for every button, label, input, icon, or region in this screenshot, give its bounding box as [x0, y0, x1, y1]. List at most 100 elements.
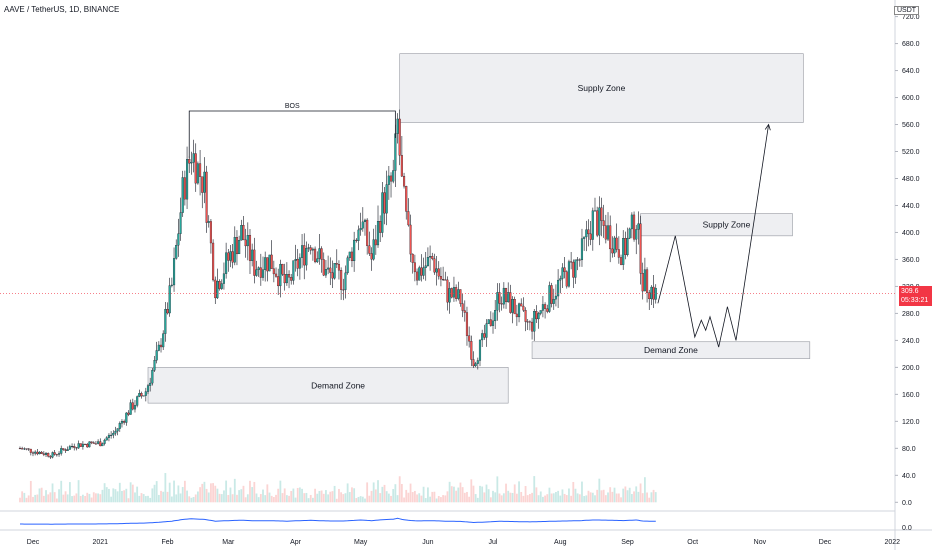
volume-bar — [581, 481, 583, 503]
candle-body — [589, 233, 592, 240]
candle-body — [318, 248, 321, 259]
volume-bar — [264, 495, 267, 503]
volume-bar — [466, 491, 468, 503]
candle-body — [385, 184, 388, 214]
volume-bar — [533, 476, 536, 503]
candle-body — [220, 283, 223, 289]
candle-body — [470, 341, 473, 360]
candle-body — [103, 439, 106, 444]
candle-body — [637, 223, 640, 230]
volume-bar — [275, 494, 277, 503]
candle-body — [112, 432, 115, 436]
volume-bar — [144, 496, 147, 503]
volume-bar — [42, 495, 45, 503]
y-tick-label: 440.0 — [902, 203, 920, 210]
candle-body — [166, 309, 169, 314]
candle-body — [639, 223, 642, 274]
volume-bar — [77, 480, 80, 503]
candle-body — [507, 292, 510, 303]
candle-body — [207, 221, 210, 223]
volume-bar — [413, 490, 416, 503]
candle-body — [192, 153, 195, 163]
y-tick-label: 720.0 — [902, 14, 920, 21]
volume-bar — [73, 495, 76, 503]
candle-body — [424, 265, 427, 268]
volume-bar — [400, 484, 403, 503]
volume-bar — [175, 494, 178, 503]
last-price-tag: 309.6 05:33:21 — [899, 286, 932, 306]
candle-body — [381, 192, 384, 233]
candle-body — [342, 289, 345, 291]
candle-body — [439, 276, 442, 280]
volume-bar — [283, 488, 286, 503]
volume-bar — [489, 497, 492, 503]
candle-body — [402, 176, 406, 187]
volume-bar — [116, 491, 119, 503]
candle-body — [277, 276, 280, 287]
candle-body — [442, 279, 445, 281]
candle-body — [133, 405, 137, 410]
candle-body — [240, 225, 243, 241]
candle-body — [379, 221, 382, 233]
volume-bar — [129, 482, 132, 503]
x-tick-label: Apr — [290, 539, 302, 546]
volume-bar — [138, 495, 141, 503]
volume-bar — [437, 495, 440, 503]
candle-body — [491, 320, 495, 326]
volume-bar — [166, 491, 169, 503]
volume-bar — [290, 490, 293, 503]
candle-body — [21, 448, 24, 450]
y-tick-label: 560.0 — [902, 122, 920, 129]
candle-body — [515, 313, 518, 318]
candle-body — [461, 303, 464, 311]
volume-bar — [381, 486, 384, 503]
volume-bar — [40, 487, 43, 503]
bos-label: BOS — [285, 103, 300, 110]
volume-bar — [314, 488, 316, 503]
candle-body — [340, 270, 343, 290]
candle-body — [489, 319, 492, 326]
volume-bar — [587, 490, 590, 503]
candle-body — [535, 311, 538, 320]
volume-bar — [546, 494, 549, 503]
volume-bar — [463, 492, 466, 503]
supply-zone-label: Supply Zone — [703, 220, 751, 230]
volume-bar — [296, 487, 299, 503]
volume-bar — [53, 492, 56, 503]
volume-bar — [285, 495, 288, 503]
candle-body — [368, 245, 371, 254]
candle-body — [274, 273, 278, 277]
volume-bar — [338, 488, 340, 503]
candle-body — [609, 225, 612, 250]
candle-body — [355, 239, 358, 241]
volume-bar — [427, 487, 429, 503]
volume-bar — [64, 491, 67, 503]
volume-bar — [372, 482, 375, 503]
candle-body — [389, 175, 393, 182]
volume-bar — [151, 488, 154, 503]
candle-body — [255, 269, 258, 276]
volume-bar — [578, 494, 581, 503]
volume-bar — [433, 491, 436, 503]
volume-bar — [594, 495, 596, 503]
x-tick-label: Nov — [754, 539, 767, 546]
candle-body — [149, 382, 152, 386]
candle-body — [214, 279, 217, 299]
candle-body — [626, 237, 629, 256]
volume-bar — [357, 496, 360, 503]
candle-body — [398, 118, 401, 156]
volume-bar — [301, 488, 303, 503]
candle-body — [531, 321, 534, 332]
volume-bar — [251, 487, 254, 503]
volume-bar — [253, 481, 256, 503]
volume-bar — [90, 497, 93, 503]
volume-bar — [565, 495, 568, 503]
candle-body — [116, 428, 119, 432]
quote-currency-label[interactable]: USDT — [894, 6, 920, 15]
y-tick-label: 40.0 — [902, 473, 916, 480]
candle-body — [596, 210, 599, 236]
candle-body — [105, 437, 108, 441]
volume-bar — [162, 491, 165, 503]
candle-body — [646, 269, 649, 293]
